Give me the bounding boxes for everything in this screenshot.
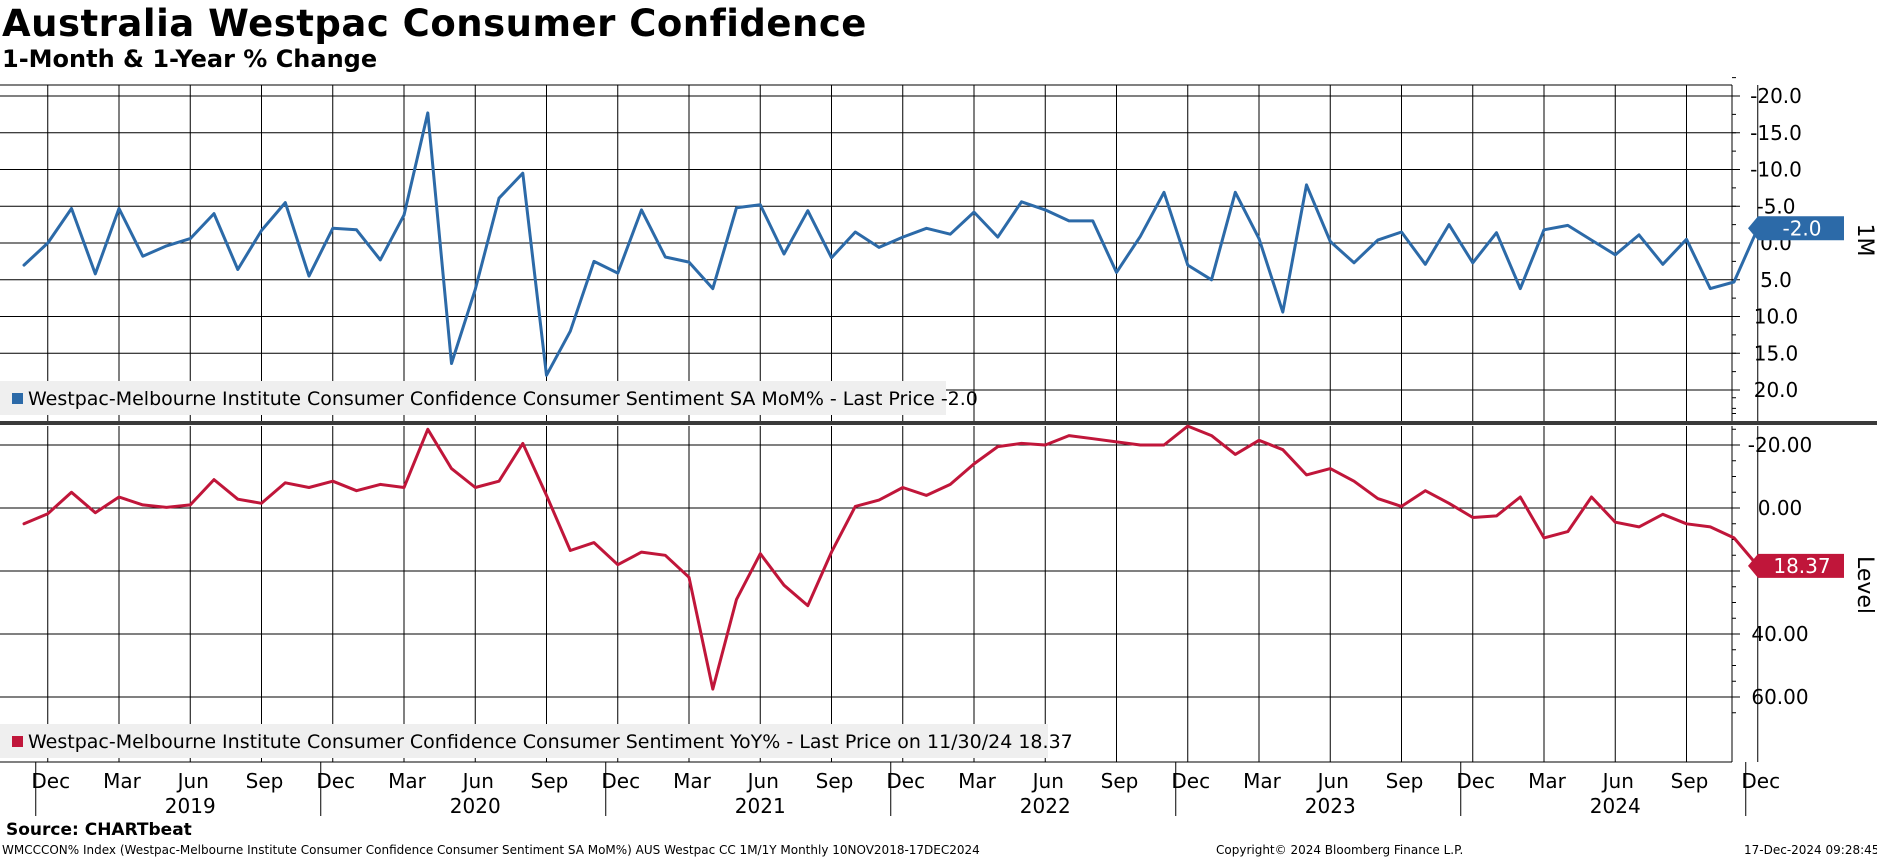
x-month-label: Mar — [103, 769, 142, 793]
x-month-label: Dec — [1741, 769, 1780, 793]
x-month-label: Sep — [1386, 769, 1424, 793]
x-year-label: 2023 — [1305, 794, 1356, 818]
x-month-label: Sep — [816, 769, 854, 793]
bottom-ytick-label: 40.00 — [1751, 622, 1808, 646]
x-month-label: Sep — [1101, 769, 1139, 793]
x-month-label: Jun — [461, 769, 494, 793]
mom-last-value-badge-bg — [1748, 216, 1844, 241]
x-month-label: Jun — [1316, 769, 1349, 793]
x-year-label: 2022 — [1020, 794, 1071, 818]
x-month-label: Dec — [316, 769, 355, 793]
mom-legend-bg — [0, 381, 946, 415]
panel-divider — [0, 421, 1877, 425]
x-year-label: 2019 — [165, 794, 216, 818]
x-month-label: Dec — [886, 769, 925, 793]
x-month-label: Jun — [1601, 769, 1634, 793]
x-month-label: Jun — [176, 769, 209, 793]
chart-subtitle: 1-Month & 1-Year % Change — [2, 45, 378, 73]
x-month-label: Sep — [1671, 769, 1709, 793]
yoy-series-line — [22, 424, 1760, 691]
chart-title: Australia Westpac Consumer Confidence — [2, 2, 867, 45]
yoy-last-value-badge-label: 18.37 — [1773, 554, 1830, 578]
mom-series-line — [22, 111, 1760, 377]
x-month-label: Mar — [388, 769, 427, 793]
x-month-label: Dec — [1171, 769, 1210, 793]
x-month-label: Jun — [746, 769, 779, 793]
top-ytick-label: 10.0 — [1754, 305, 1799, 329]
x-month-label: Mar — [673, 769, 712, 793]
mom-legend-swatch — [12, 393, 23, 404]
bottom-ytick-label: -20.00 — [1748, 433, 1812, 457]
x-month-label: Dec — [31, 769, 70, 793]
x-month-label: Sep — [246, 769, 284, 793]
bottom-axis-side-label: Level — [1852, 556, 1877, 614]
x-month-label: Mar — [1243, 769, 1282, 793]
x-month-label: Dec — [601, 769, 640, 793]
x-month-label: Mar — [1528, 769, 1567, 793]
x-year-label: 2021 — [735, 794, 786, 818]
timestamp: 17-Dec-2024 09:28:45 — [1744, 843, 1877, 857]
top-ytick-label: -15.0 — [1750, 121, 1802, 145]
x-month-label: Mar — [958, 769, 997, 793]
bottom-ytick-label: 60.00 — [1751, 685, 1808, 709]
x-month-label: Jun — [1031, 769, 1064, 793]
ticker-line: WMCCCON% Index (Westpac-Melbourne Instit… — [2, 843, 980, 857]
source-note: Source: CHARTbeat — [6, 820, 192, 840]
x-year-label: 2024 — [1590, 794, 1641, 818]
x-month-label: Sep — [531, 769, 569, 793]
top-ytick-label: 20.0 — [1754, 378, 1799, 402]
x-month-label: Dec — [1456, 769, 1495, 793]
top-axis-side-label: 1M — [1852, 224, 1877, 257]
bottom-ytick-label: 0.00 — [1758, 496, 1803, 520]
mom-last-value-badge-label: -2.0 — [1782, 216, 1821, 240]
top-ytick-label: -10.0 — [1750, 158, 1802, 182]
top-ytick-label: 15.0 — [1754, 341, 1799, 365]
copyright-note: Copyright© 2024 Bloomberg Finance L.P. — [1216, 843, 1464, 857]
yoy-legend-swatch — [12, 736, 23, 747]
mom-legend-label: Westpac-Melbourne Institute Consumer Con… — [28, 388, 978, 410]
top-ytick-label: -5.0 — [1756, 194, 1795, 218]
x-year-label: 2020 — [450, 794, 501, 818]
top-ytick-label: -20.0 — [1750, 84, 1802, 108]
top-ytick-label: 5.0 — [1760, 268, 1792, 292]
yoy-last-value-badge-bg — [1748, 553, 1844, 578]
yoy-legend-bg — [0, 724, 1048, 758]
yoy-legend-label: Westpac-Melbourne Institute Consumer Con… — [28, 731, 1073, 753]
